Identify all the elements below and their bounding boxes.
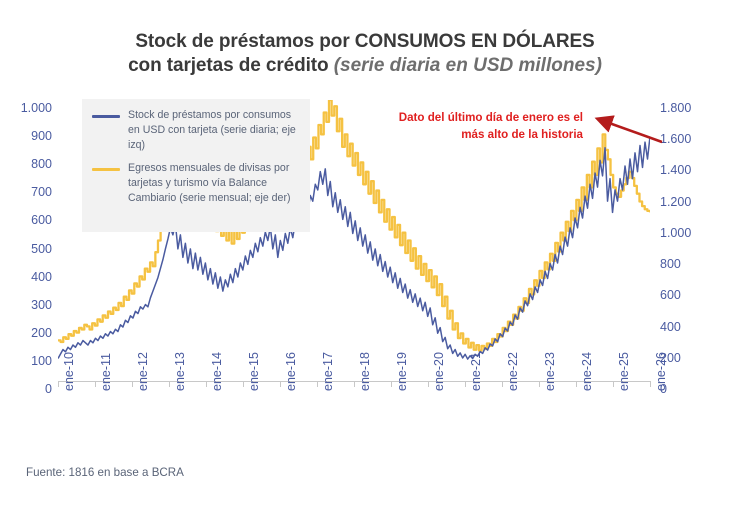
legend-label-stock: Stock de préstamos por consumos en USD c… — [128, 109, 296, 152]
x-tick-label: ene-15 — [247, 352, 261, 391]
x-tick-mark — [465, 381, 466, 387]
x-tick-mark — [206, 381, 207, 387]
y-right-tick: 800 — [660, 256, 681, 271]
page-title: Stock de préstamos por CONSUMOS EN DÓLAR… — [0, 30, 730, 79]
y-left-tick: 800 — [31, 156, 52, 171]
x-tick-label: ene-18 — [358, 352, 372, 391]
y-right-tick: 200 — [660, 350, 681, 365]
x-tick-label: ene-20 — [432, 352, 446, 391]
x-tick-label: ene-22 — [506, 352, 520, 391]
x-tick-mark — [95, 381, 96, 387]
plot-area — [58, 100, 650, 381]
x-tick-mark — [650, 381, 651, 387]
series-line-egresos — [58, 100, 650, 352]
x-tick-mark — [169, 381, 170, 387]
x-tick-label: ene-21 — [469, 352, 483, 391]
y-left-tick: 200 — [31, 325, 52, 340]
x-tick-mark — [243, 381, 244, 387]
y-right-tick: 1.200 — [660, 194, 692, 209]
x-tick-mark — [391, 381, 392, 387]
series-lines — [58, 100, 650, 360]
y-left-tick: 500 — [31, 241, 52, 256]
legend-label-egresos: Egresos mensuales de divisas por tarjeta… — [128, 162, 291, 205]
title-line-1: Stock de préstamos por CONSUMOS EN DÓLAR… — [135, 31, 595, 52]
y-left-tick: 1.000 — [20, 100, 52, 115]
y-left-tick: 300 — [31, 297, 52, 312]
x-tick-label: ene-12 — [136, 352, 150, 391]
y-axis-left: 0 100 200 300 400 500 600 700 800 900 1.000 — [6, 100, 52, 395]
series-line-stock — [58, 136, 650, 360]
x-tick-label: ene-11 — [99, 353, 113, 391]
x-tick-label: ene-16 — [284, 352, 298, 391]
x-tick-label: ene-19 — [395, 352, 409, 391]
x-tick-label: ene-25 — [617, 352, 631, 391]
y-left-tick: 900 — [31, 128, 52, 143]
x-tick-label: ene-26 — [654, 352, 668, 391]
y-left-tick: 400 — [31, 269, 52, 284]
x-tick-label: ene-13 — [173, 352, 187, 391]
x-tick-label: ene-14 — [210, 352, 224, 391]
legend-item-stock: Stock de préstamos por consumos en USD c… — [92, 108, 304, 153]
x-tick-mark — [576, 381, 577, 387]
title-subtitle: (serie diaria en USD millones) — [333, 55, 602, 77]
y-axis-right: 0 200 400 600 800 1.000 1.200 1.400 1.600 1.800 — [656, 100, 712, 395]
y-right-tick: 600 — [660, 288, 681, 303]
x-tick-mark — [280, 381, 281, 387]
x-tick-mark — [317, 381, 318, 387]
y-right-tick: 1.000 — [660, 225, 692, 240]
y-left-tick: 600 — [31, 213, 52, 228]
legend-swatch-yellow — [92, 168, 120, 171]
y-right-tick: 1.400 — [660, 163, 692, 178]
source-note: Fuente: 1816 en base a BCRA — [26, 466, 184, 479]
y-left-tick: 700 — [31, 185, 52, 200]
legend-swatch-blue — [92, 115, 120, 118]
y-right-tick: 1.600 — [660, 131, 692, 146]
annotation-text: Dato del último día de enero es el más a… — [398, 111, 583, 141]
x-tick-mark — [132, 381, 133, 387]
legend-item-egresos: Egresos mensuales de divisas por tarjeta… — [92, 161, 304, 206]
legend: Stock de préstamos por consumos en USD c… — [82, 99, 310, 232]
arrow-left-icon — [594, 115, 663, 144]
y-left-tick: 100 — [31, 353, 52, 368]
x-tick-mark — [539, 381, 540, 387]
x-tick-mark — [58, 381, 59, 387]
x-tick-label: ene-17 — [321, 352, 335, 391]
x-tick-mark — [354, 381, 355, 387]
x-tick-label: ene-23 — [543, 352, 557, 391]
x-tick-label: ene-24 — [580, 352, 594, 391]
x-tick-label: ene-10 — [62, 352, 76, 391]
y-right-tick: 1.800 — [660, 100, 692, 115]
x-tick-mark — [613, 381, 614, 387]
x-tick-mark — [428, 381, 429, 387]
y-left-tick: 0 — [45, 381, 52, 396]
title-line-2: con tarjetas de crédito — [128, 55, 334, 77]
chart-area: 0 100 200 300 400 500 600 700 800 900 1.000 0 200 40… — [0, 92, 730, 395]
x-tick-mark — [502, 381, 503, 387]
y-right-tick: 0 — [660, 381, 667, 396]
y-right-tick: 400 — [660, 319, 681, 334]
